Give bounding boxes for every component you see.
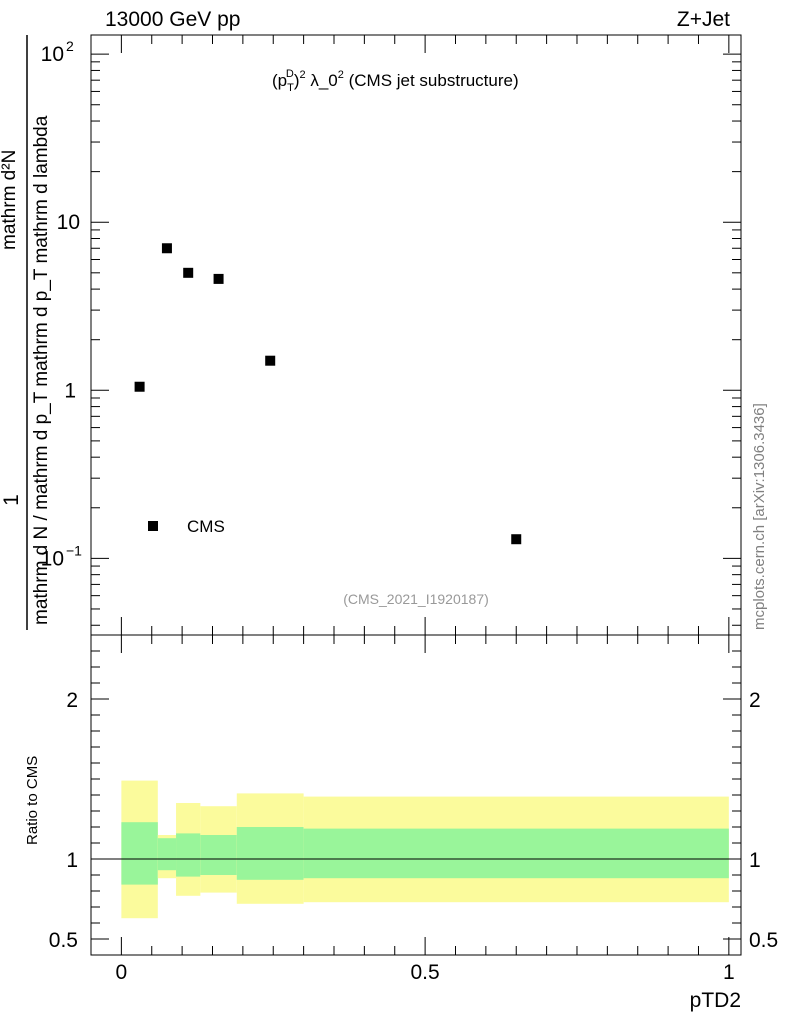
legend-marker: [148, 521, 158, 531]
title-sup: D: [286, 68, 294, 80]
ratio-inner-band: [176, 833, 201, 877]
mcplots-side-label: mcplots.cern.ch [arXiv:1306.3436]: [751, 403, 768, 630]
ylabel-numerator: 1: [0, 494, 23, 506]
ratio-inner-band: [157, 838, 177, 871]
legend-label: CMS: [187, 517, 225, 536]
ratio-inner-band: [200, 835, 237, 875]
data-point: [511, 534, 522, 545]
ratio-bands: [91, 780, 741, 919]
main-y-tick-label: 1: [64, 379, 76, 402]
main-points: [134, 243, 522, 545]
data-point: [213, 273, 224, 284]
data-point: [265, 355, 276, 366]
ratio-y-tick-label-right: 0.5: [749, 929, 778, 952]
data-point: [134, 381, 145, 392]
ratio-inner-band: [303, 828, 729, 879]
title-part-3: λ_0: [306, 71, 338, 90]
data-point: [183, 267, 194, 278]
title-sub: T: [287, 82, 294, 94]
ratio-inner-band: [121, 822, 158, 885]
ratio-ylabel: Ratio to CMS: [24, 756, 41, 845]
ratio-y-tick-label-left: 2: [66, 689, 78, 712]
main-ylabel: 1 mathrm d N / mathrm d p_T mathrm d p_T…: [0, 35, 52, 630]
process-label: Z+Jet: [677, 8, 730, 31]
ratio-axes: 0.5 0.5 1 1 2 2 0 0.5 1: [49, 635, 778, 984]
x-tick-label: 0: [116, 961, 128, 984]
x-tick-label: 0.5: [411, 961, 440, 984]
title-sq: 2: [299, 69, 305, 81]
analysis-label: (CMS_2021_I1920187): [343, 591, 489, 607]
main-y-tick-label: 10: [41, 547, 64, 570]
main-y-tick-label: 10: [41, 43, 64, 66]
main-y-tick-label: 10: [57, 211, 80, 234]
ratio-y-tick-label-left: 0.5: [49, 929, 78, 952]
title-part-2: ): [294, 71, 300, 90]
ylabel-denominator: mathrm d N / mathrm d p_T mathrm d p_T m…: [31, 115, 52, 625]
ratio-inner-band: [236, 827, 304, 880]
ratio-y-tick-label-right: 2: [749, 689, 761, 712]
ratio-plot-frame: [90, 634, 742, 956]
main-y-tick-exponent: −1: [66, 542, 82, 558]
x-axis-label: pTD2: [690, 989, 741, 1012]
data-point: [161, 243, 172, 254]
plot-title: (pTD)2 λ_02 (CMS jet substructure): [272, 68, 519, 94]
ratio-y-tick-label-right: 1: [749, 849, 761, 872]
main-y-tick-exponent: 2: [66, 38, 74, 54]
ratio-y-tick-label-left: 1: [66, 849, 78, 872]
title-sq2: 2: [338, 69, 344, 81]
x-tick-label: 1: [723, 961, 735, 984]
energy-label: 13000 GeV pp: [105, 8, 240, 31]
title-part-4: (CMS jet substructure): [344, 71, 519, 90]
title-part-1: (p: [272, 71, 287, 90]
main-plot-frame: [90, 34, 742, 636]
ylabel-extra: mathrm d²N: [0, 150, 20, 250]
